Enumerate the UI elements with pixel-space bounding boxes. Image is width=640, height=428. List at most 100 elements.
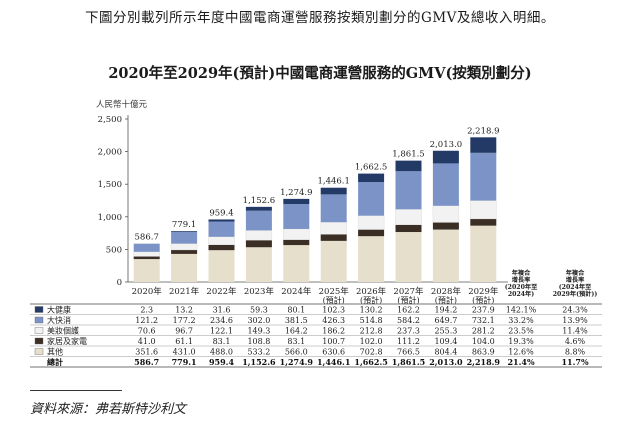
x-tick-label: 2025年 [319,286,350,297]
table-cell: 164.2 [285,326,308,335]
y-axis-label: 人民幣十億元 [96,99,148,110]
table-cell: 108.8 [247,337,270,346]
bar-segment-1 [133,256,160,260]
table-cell: 102.0 [360,337,383,346]
table-cell: 488.0 [210,347,233,356]
bar-segment-3 [208,221,235,237]
table-cell: 863.9 [472,347,495,356]
table-cell: 104.0 [472,337,495,346]
cagr-header-0: 2024年) [508,290,534,298]
bar-segment-3 [432,163,459,206]
bar-segment-4 [320,187,347,195]
bar-segment-2 [395,209,422,225]
bar-segment-2 [283,228,310,240]
cagr-cell: 24.3% [562,305,588,314]
bar-segment-0 [208,250,235,282]
table-cell: 61.1 [175,337,193,346]
bar-total-label: 1,861.5 [392,150,424,160]
table-cell: 649.7 [434,316,457,325]
bar-total-label: 1,446.1 [317,177,349,187]
total-cell: 779.1 [172,357,197,367]
bar-segment-2 [357,215,385,230]
bar-segment-1 [320,234,347,241]
x-tick-sublabel: (預計) [360,295,382,305]
bar-segment-2 [470,200,497,220]
y-tick-label: 500 [106,245,122,255]
table-cell: 111.2 [397,337,420,346]
x-tick-sublabel: (預計) [472,295,494,305]
bar-total-label: 586.7 [135,233,159,243]
table-cell: 281.2 [472,326,495,335]
table-cell: 177.2 [173,316,196,325]
total-cell: 1,861.5 [392,357,425,367]
bar-segment-2 [170,243,198,251]
gmv-stacked-bar-chart: 人民幣十億元 0 500 1,000 1,500 2,000 2,500 586.7 2020年… [30,99,602,368]
table-cell: 121.2 [135,316,158,325]
table-cell: 109.4 [434,337,457,346]
bar-segment-1 [395,224,422,233]
table-cell: 381.5 [285,316,308,325]
bar-segment-3 [395,171,422,210]
table-cell: 102.3 [322,305,345,314]
bar-segment-4 [245,206,272,211]
total-cell: 1,446.1 [317,357,350,367]
table-cell: 80.1 [287,305,305,314]
total-cell: 1,274.9 [280,357,314,367]
table-cell: 194.2 [434,305,457,314]
bar-segment-0 [320,240,347,282]
source-note: 資料來源：弗若斯特沙利文 [30,402,187,417]
cagr-header-1: (2024年至 [559,283,592,291]
x-tick-label: 2023年 [244,286,275,297]
total-cagr-cell: 21.4% [507,357,534,367]
table-cell: 351.6 [135,347,158,356]
y-tick-label: 0 [117,278,122,288]
bar-total-label: 2,218.9 [467,126,499,136]
legend-swatch [34,348,44,355]
bar-segment-4 [470,137,497,153]
chart-title: 2020年至2029年(預計)中國電商運營服務的GMV(按類別劃分) [108,65,532,82]
total-cagr-cell: 11.7% [561,357,588,367]
total-cell: 959.4 [209,357,234,367]
table-cell: 83.1 [213,337,231,346]
x-tick-label: 2024年 [281,286,312,297]
y-tick-label: 1,000 [98,213,122,223]
bar-total-label: 959.4 [209,208,233,218]
total-row-label: 總計 [47,357,63,367]
cagr-header-0: 年複合 [512,269,531,277]
y-tick-label: 1,500 [98,180,122,190]
total-cell: 586.7 [134,357,159,367]
x-tick-label: 2027年 [393,286,424,297]
x-tick-label: 2022年 [206,286,237,297]
cagr-cell: 23.5% [508,326,534,335]
bar-segment-1 [283,239,310,246]
table-cell: 130.2 [360,305,383,314]
legend-label: 大健康 [47,304,71,314]
cagr-header-0: (2020年至 [505,283,538,291]
bar-segment-4 [283,198,310,205]
bar-segment-3 [470,152,497,201]
bar-segment-0 [470,225,497,282]
total-cell: 2,218.9 [467,357,501,367]
bar-total-label: 2,013.0 [430,140,462,150]
legend-label: 美妝個護 [47,325,79,335]
legend-swatch [34,316,44,324]
table-cell: 100.7 [322,337,345,346]
table-cell: 186.2 [322,326,345,335]
bar-segment-2 [133,251,160,257]
table-cell: 237.3 [397,326,420,335]
table-cell: 732.1 [472,316,495,325]
bar-segment-2 [208,236,235,245]
bar-segment-4 [171,231,198,233]
bar-segment-0 [358,236,385,282]
table-cell: 149.3 [247,326,270,335]
bar-segment-3 [283,204,310,229]
cagr-cell: 11.4% [562,326,588,335]
bar-segment-0 [432,229,459,282]
table-cell: 83.1 [287,337,305,346]
bar-segment-0 [171,253,198,282]
bar-total-label: 1,152.6 [243,196,275,206]
legend-swatch [34,306,44,313]
x-tick-sublabel: (預計) [323,295,345,305]
bar-segment-3 [133,243,160,252]
table-cell: 212.8 [360,326,383,335]
